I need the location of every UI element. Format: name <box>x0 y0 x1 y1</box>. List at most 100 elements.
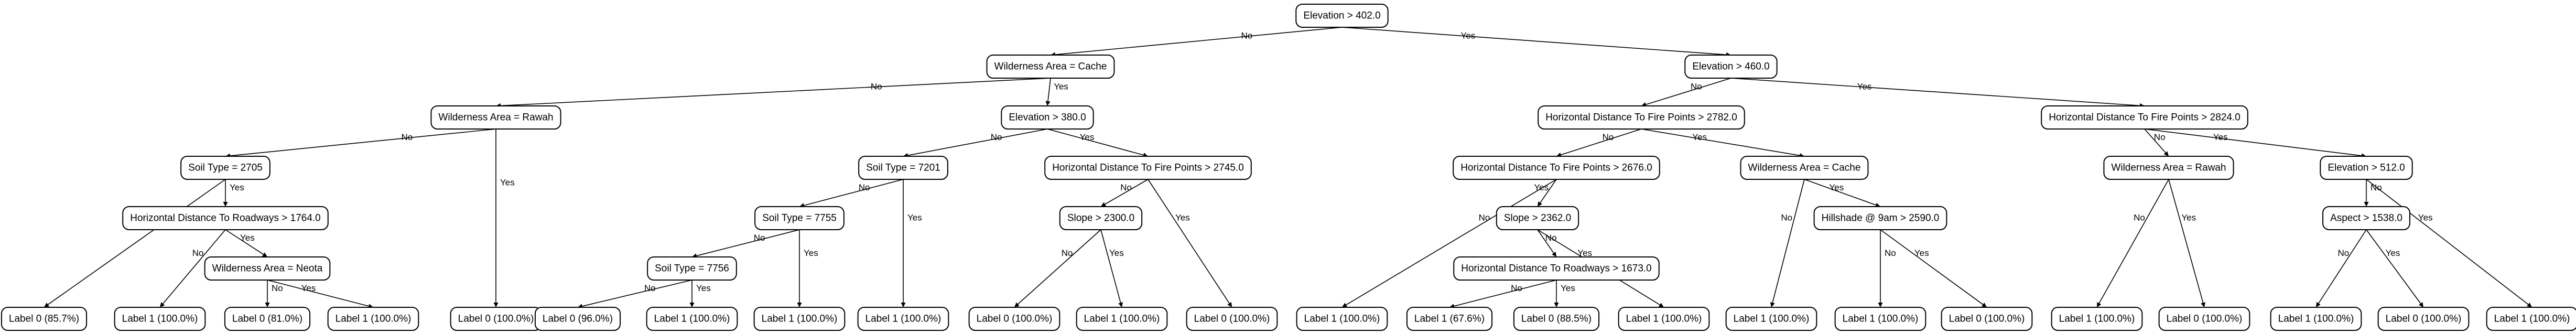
leaf-node-label: Label 1 (100.0%) <box>762 314 838 325</box>
edge-line <box>225 229 264 255</box>
leaf-node-box <box>753 307 846 331</box>
edge-label-yes: Yes <box>2181 213 2196 223</box>
leaf-node-box <box>2051 307 2143 331</box>
edge-line <box>1540 179 1557 203</box>
edge-label-yes: Yes <box>301 283 316 293</box>
tree-edge: No <box>44 179 226 307</box>
leaf-node: Label 0 (100.0%) <box>2377 307 2470 331</box>
leaf-node: Label 0 (100.0%) <box>1941 307 2033 331</box>
tree-edge: No <box>1014 229 1101 307</box>
decision-node: Soil Type = 7755 <box>754 206 845 230</box>
arrow-head-icon <box>1770 302 1775 307</box>
tree-edge: No <box>2316 229 2367 307</box>
arrow-head-icon <box>2364 202 2369 207</box>
edge-line <box>1047 128 1144 156</box>
edge-label-no: No <box>2337 248 2349 258</box>
decision-node-box <box>858 156 948 180</box>
decision-node: Wilderness Area = Rawah <box>430 105 561 130</box>
leaf-node: Label 0 (96.0%) <box>534 307 621 331</box>
tree-edge: Yes <box>267 280 373 309</box>
leaf-node-label: Label 1 (100.0%) <box>2278 314 2354 325</box>
arrow-head-icon <box>1552 252 1556 257</box>
edge-line <box>267 280 369 307</box>
edge-line <box>230 128 496 156</box>
edge-label-yes: Yes <box>1054 81 1068 91</box>
decision-node: Wilderness Area = Cache <box>986 55 1115 79</box>
decision-node-label: Soil Type = 7755 <box>762 213 837 224</box>
arrow-head-icon <box>493 303 499 307</box>
decision-node: Elevation > 460.0 <box>1684 55 1778 79</box>
edge-line <box>696 229 800 256</box>
leaf-node-box <box>1406 307 1493 331</box>
edge-line <box>1537 229 1554 254</box>
tree-edge: Yes <box>901 179 922 307</box>
leaf-node-box <box>1618 307 1710 331</box>
arrow-head-icon <box>44 303 49 307</box>
tree-edge: No <box>1342 179 1557 307</box>
arrow-head-icon <box>223 202 228 207</box>
leaf-node-label: Label 0 (85.7%) <box>9 314 79 325</box>
decision-node-box <box>1059 206 1143 230</box>
edge-label-no: No <box>1241 30 1252 40</box>
arrow-head-icon <box>1014 302 1020 307</box>
nodes-layer: Elevation > 402.0 Wilderness Area = Cache… <box>1 4 2576 331</box>
edge-line <box>163 229 226 304</box>
decision-node-box <box>1496 206 1579 230</box>
arrow-head-icon <box>262 252 267 257</box>
decision-node: Soil Type = 2705 <box>180 156 270 180</box>
decision-node: Soil Type = 7756 <box>647 256 737 281</box>
leaf-node-label: Label 0 (100.0%) <box>977 314 1053 325</box>
edge-label-no: No <box>1479 213 1490 223</box>
leaf-node-box <box>646 307 738 331</box>
tree-edge: Yes <box>2144 128 2366 158</box>
decision-node-label: Elevation > 380.0 <box>1009 112 1086 123</box>
leaf-node-label: Label 1 (100.0%) <box>122 314 198 325</box>
tree-edge: Yes <box>2366 179 2532 307</box>
arrow-head-icon <box>1538 201 1542 207</box>
edge-label-yes: Yes <box>804 248 818 258</box>
tree-edge: No <box>578 280 692 309</box>
leaf-node-label: Label 1 (67.6%) <box>1414 314 1485 325</box>
edge-label-no: No <box>1062 248 1073 258</box>
decision-node: Horizontal Distance To Roadways > 1764.0 <box>122 206 329 230</box>
decision-node-label: Horizontal Distance To Fire Points > 274… <box>1052 163 1244 174</box>
arrow-head-icon <box>2163 151 2169 156</box>
edge-label-no: No <box>272 283 283 293</box>
leaf-node-label: Label 0 (100.0%) <box>458 314 534 325</box>
tree-edge: Yes <box>1100 229 1124 307</box>
edge-label-yes: Yes <box>1857 81 1872 91</box>
leaf-node-label: Label 1 (100.0%) <box>1084 314 1160 325</box>
tree-edge: No <box>1449 280 1557 309</box>
edge-label-yes: Yes <box>1109 248 1124 258</box>
arrow-head-icon <box>2419 302 2423 307</box>
edge-label-yes: Yes <box>500 178 515 188</box>
leaf-node-label: Label 0 (81.0%) <box>232 314 302 325</box>
decision-node-label: Wilderness Area = Neota <box>212 263 323 274</box>
leaf-node-box <box>968 307 1060 331</box>
edge-line <box>2168 179 2204 303</box>
leaf-node-label: Label 0 (100.0%) <box>1949 314 2025 325</box>
decision-node: Horizontal Distance To Fire Points > 278… <box>1538 105 1745 130</box>
leaf-node-box <box>114 307 206 331</box>
decision-node-box <box>1453 156 1660 180</box>
decision-node-box <box>1453 256 1660 281</box>
leaf-node: Label 0 (100.0%) <box>1186 307 1278 331</box>
leaf-node: Label 1 (100.0%) <box>114 307 206 331</box>
decision-node-label: Wilderness Area = Cache <box>994 61 1107 72</box>
decision-node-label: Elevation > 460.0 <box>1692 61 1769 72</box>
edge-label-yes: Yes <box>696 283 711 293</box>
decision-node-box <box>180 156 270 180</box>
edge-label-yes: Yes <box>1830 182 1844 192</box>
tree-edge: No <box>265 280 283 307</box>
leaf-node-label: Label 1 (100.0%) <box>1734 314 1810 325</box>
leaf-node: Label 0 (100.0%) <box>968 307 1060 331</box>
leaf-node-label: Label 1 (100.0%) <box>2494 314 2570 325</box>
decision-node-label: Horizontal Distance To Fire Points > 278… <box>1545 112 1737 123</box>
leaf-node-box <box>327 307 419 331</box>
tree-edge: Yes <box>1554 280 1575 307</box>
edge-line <box>1148 179 1230 304</box>
edge-label-no: No <box>1781 213 1792 223</box>
leaf-node-box <box>2486 307 2576 331</box>
tree-edge: Yes <box>225 229 267 257</box>
arrow-head-icon <box>1045 101 1051 106</box>
